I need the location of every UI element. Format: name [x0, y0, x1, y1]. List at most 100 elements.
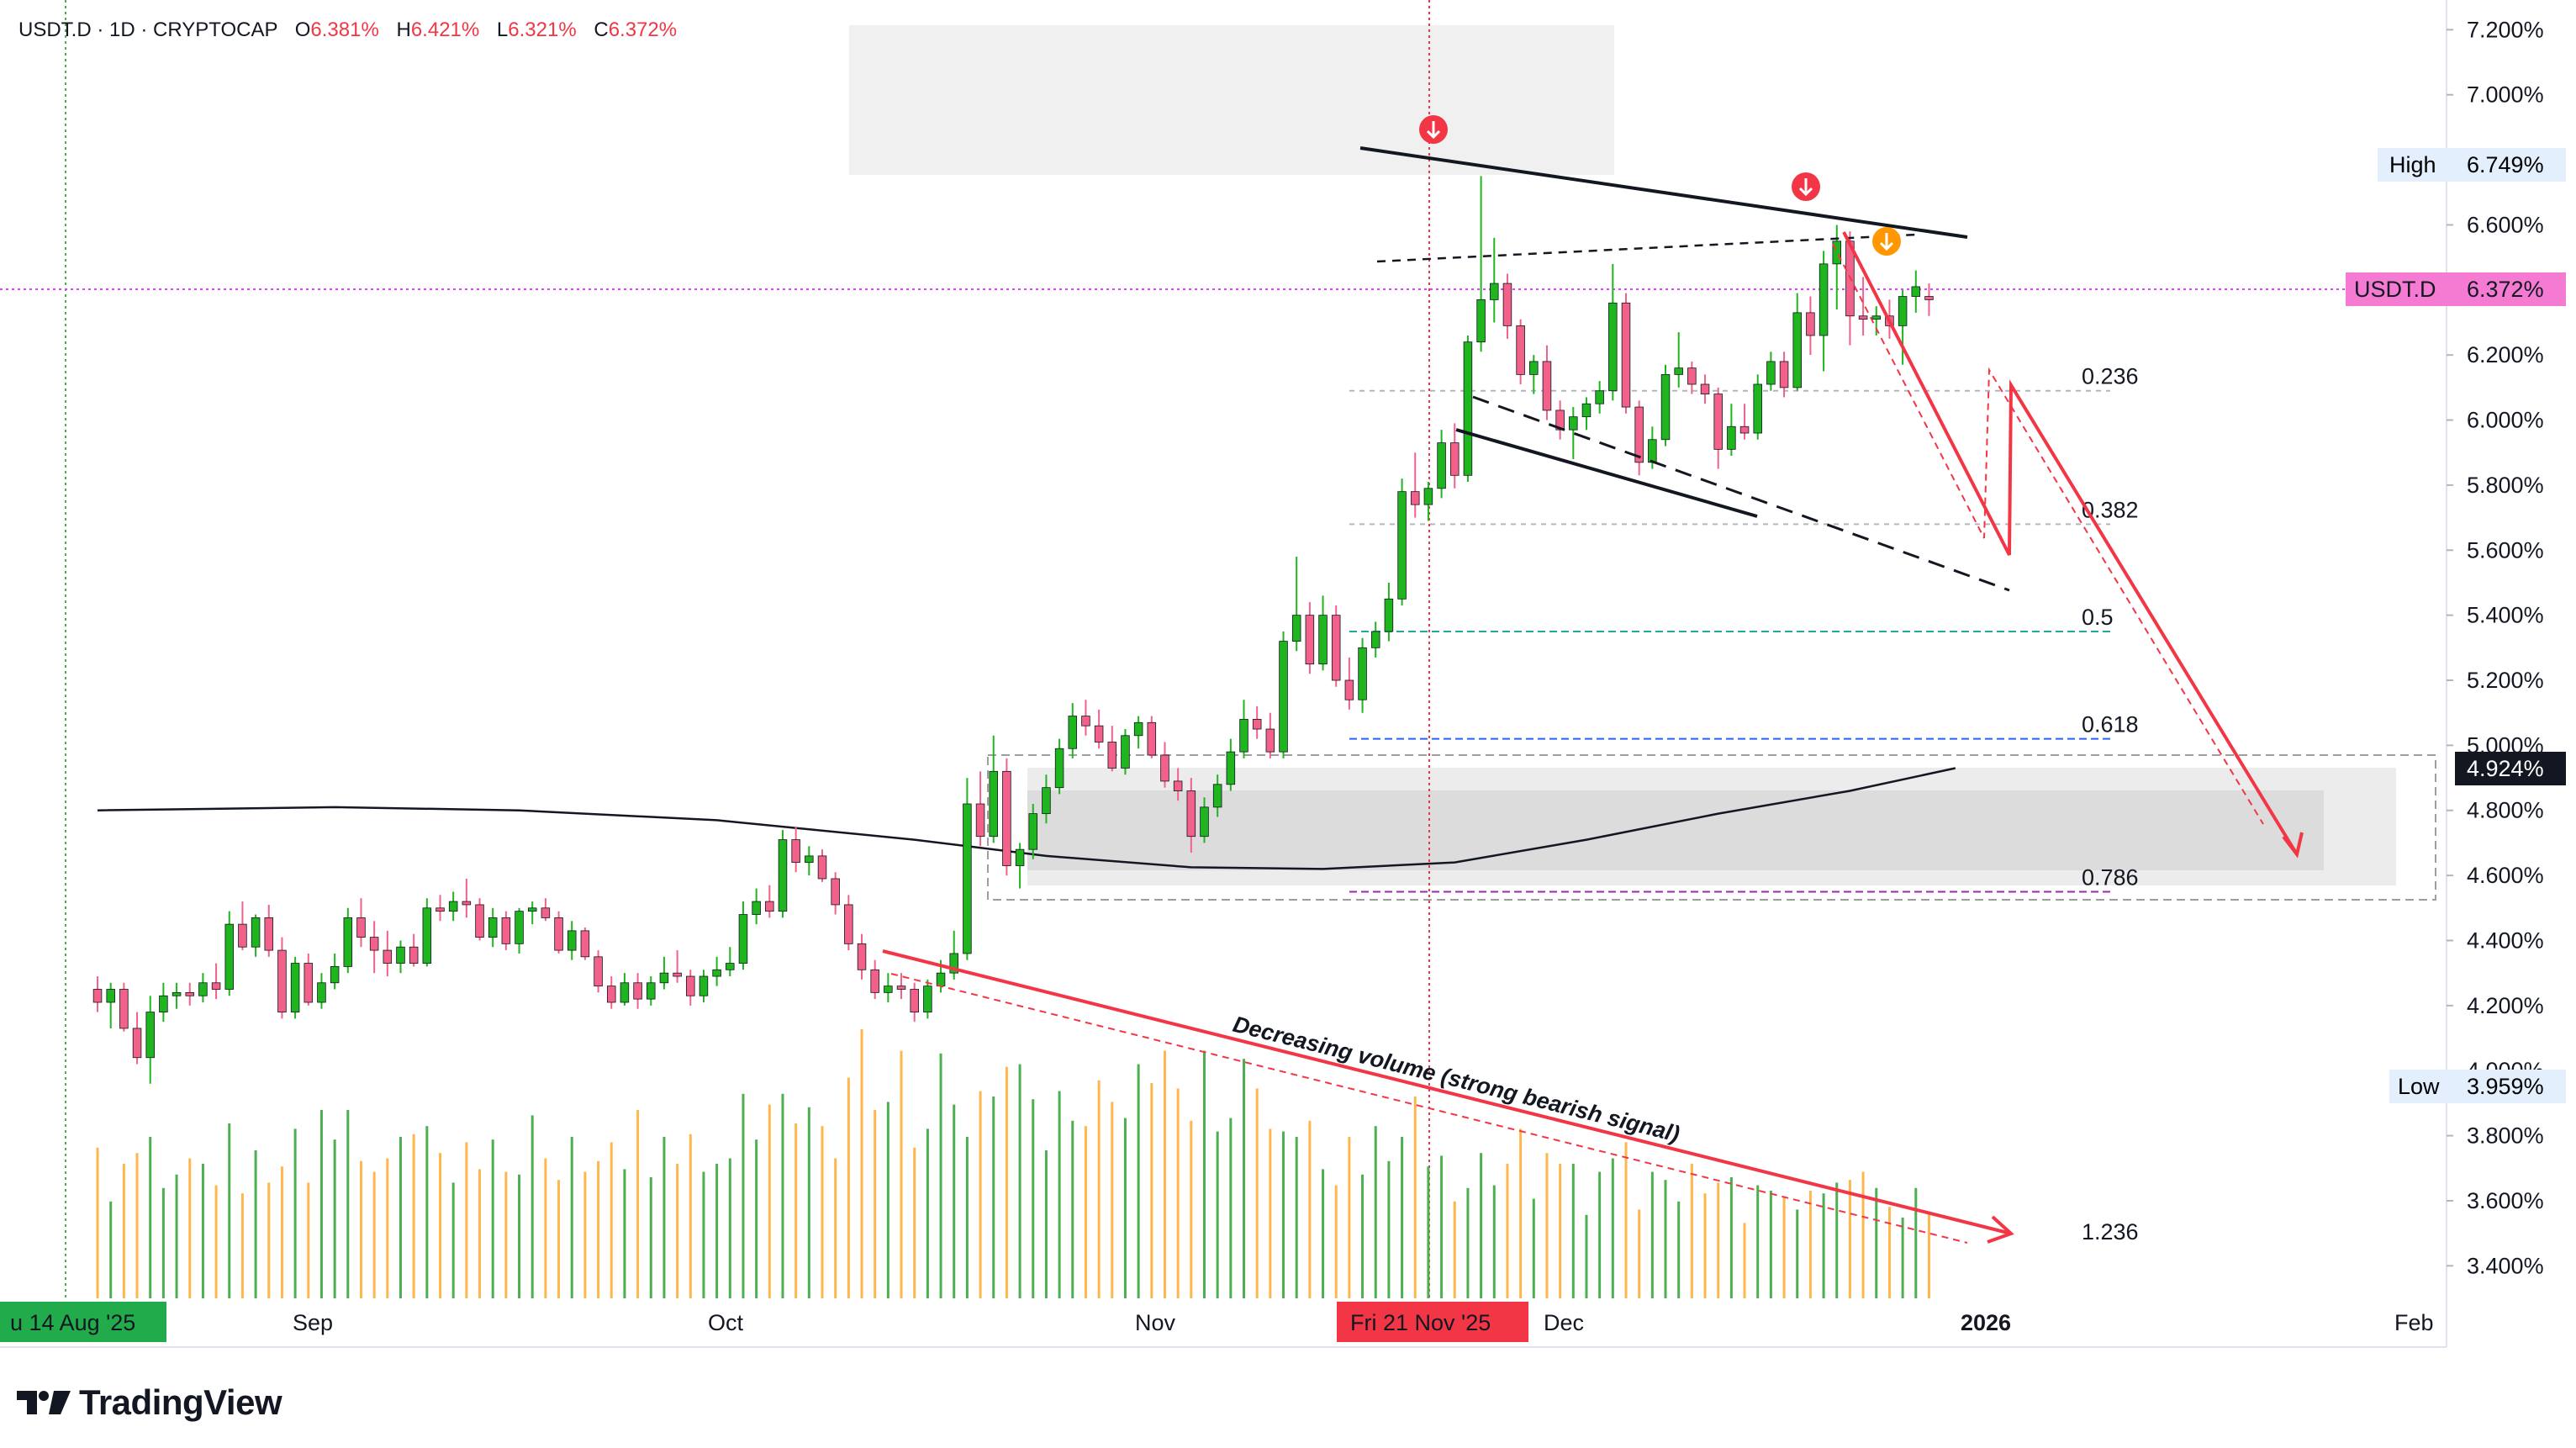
tradingview-logo[interactable]: TradingView [17, 1382, 282, 1423]
volume-bar [1202, 1050, 1206, 1298]
candle-body [1160, 754, 1169, 782]
legend-symbol: USDT.D · 1D · CRYPTOCAP [18, 18, 278, 41]
time-label-oct: Oct [708, 1310, 744, 1335]
volume-bar [1440, 1155, 1444, 1298]
volume-bar [768, 1104, 771, 1298]
lower-trendline [1455, 428, 1758, 518]
time-axis[interactable]: u 14 Aug '25 Sep Oct Nov Fri 21 Nov '25 … [0, 1302, 2434, 1342]
symbol-legend[interactable]: USDT.D · 1D · CRYPTOCAP O6.381% H6.421% … [18, 18, 677, 42]
volume-bar [122, 1164, 125, 1298]
volume-bar [267, 1182, 271, 1298]
candle-body [1727, 425, 1736, 450]
volume-bar [662, 1137, 666, 1298]
high-badge-value: 6.749% [2467, 152, 2544, 177]
volume-bar [1295, 1137, 1298, 1298]
candle-body [1555, 410, 1565, 431]
volume-bar [1729, 1177, 1733, 1298]
volume-bar [979, 1091, 982, 1298]
low-badge-label-bg [2389, 1070, 2455, 1103]
candle-body [857, 943, 867, 970]
volume-bar [1348, 1137, 1351, 1298]
volume-bar [439, 1153, 442, 1298]
candle-body [356, 917, 366, 938]
price-tick-label: 4.800% [2467, 798, 2544, 823]
candle-body [884, 986, 893, 993]
volume-bar [109, 1201, 113, 1298]
volume-bar [570, 1137, 573, 1298]
volume-bar [1598, 1171, 1602, 1298]
candle-body [1054, 748, 1064, 789]
volume-bar [465, 1142, 468, 1298]
candle-body [119, 989, 129, 1029]
candle-body [541, 907, 551, 918]
candle-body [1700, 383, 1710, 394]
candle-body [936, 972, 946, 987]
volume-bar [926, 1128, 929, 1298]
candle-body [1806, 312, 1815, 336]
time-label-dec: Dec [1544, 1310, 1584, 1335]
volume-bar [161, 1187, 165, 1298]
candle-body [211, 982, 221, 990]
volume-bar [1269, 1128, 1272, 1298]
candle-body [145, 1012, 155, 1059]
volume-bar [1322, 1169, 1325, 1298]
candle-body [1529, 361, 1539, 375]
volume-bar [491, 1139, 494, 1298]
candle-body [633, 982, 642, 1000]
volume-bar [1466, 1187, 1470, 1298]
candle-body [1212, 784, 1222, 808]
volume-bar [1835, 1182, 1839, 1298]
fibonacci-levels: 0.236 0.382 0.5 0.618 0.786 1.236 [1349, 364, 2139, 1245]
candle-body [290, 963, 300, 1012]
volume-bar [965, 1137, 969, 1298]
candle-body [1476, 299, 1486, 343]
candle-body [1384, 598, 1394, 632]
candle-body [1502, 283, 1512, 326]
candle-body [594, 956, 603, 987]
candle-body [949, 953, 958, 974]
volume-bar [1808, 1191, 1812, 1298]
volume-bar [1914, 1187, 1918, 1298]
volume-bar [1611, 1158, 1614, 1298]
low-badge-label: Low [2398, 1074, 2440, 1099]
candle-body [1305, 615, 1315, 665]
volume-bar [149, 1137, 152, 1298]
volume-bar [1756, 1185, 1760, 1298]
volume-bar [280, 1166, 283, 1298]
volume-bar [939, 1053, 942, 1298]
volume-bar [1875, 1187, 1878, 1298]
candle-body [1358, 647, 1367, 700]
candle-body [1279, 641, 1288, 753]
volume-bar [715, 1164, 719, 1298]
volume-bar [1308, 1120, 1312, 1298]
candle-body [92, 989, 103, 1003]
candle-body [1252, 719, 1262, 730]
low-badge-value: 3.959% [2467, 1074, 2544, 1099]
candle-body [606, 986, 616, 1003]
price-tick-label: 4.400% [2467, 927, 2544, 953]
volume-bar [794, 1123, 798, 1298]
candle-body [527, 907, 537, 912]
price-tick-label: 6.200% [2467, 342, 2544, 367]
volume-bar [1571, 1164, 1575, 1298]
candle-body [1687, 367, 1697, 385]
legend-close-key: C [594, 18, 609, 41]
volume-bar [1743, 1223, 1746, 1298]
tradingview-wordmark: TradingView [79, 1382, 282, 1422]
candle-body [106, 989, 115, 1003]
volume-bar [1559, 1164, 1562, 1298]
volume-bar [807, 1107, 810, 1298]
volume-bar [1032, 1099, 1035, 1298]
volume-bar [412, 1134, 415, 1298]
projected-path-dashed [1832, 243, 2264, 825]
legend-open: 6.381% [310, 18, 379, 41]
candle-body [1634, 406, 1644, 463]
candle-body [817, 855, 827, 880]
volume-bar [1545, 1153, 1549, 1298]
volume-bar [1585, 1214, 1588, 1298]
volume-bar [649, 1177, 652, 1298]
fib-level-label: 0.5 [2082, 605, 2114, 630]
volume-bar [623, 1169, 626, 1298]
volume-bar [451, 1182, 455, 1298]
